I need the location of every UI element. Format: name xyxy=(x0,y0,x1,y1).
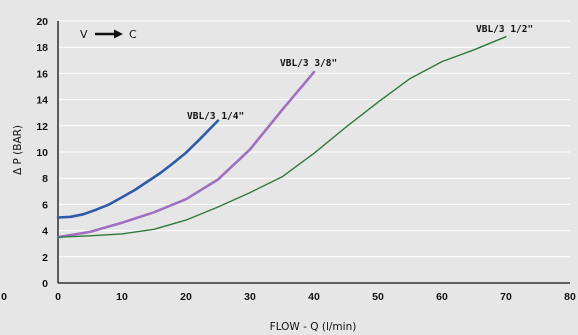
x-axis-label: FLOW - Q (l/min) xyxy=(270,321,357,333)
x-tick-label: 80 xyxy=(564,291,576,303)
y-tick-label: 6 xyxy=(42,199,48,211)
y-tick-label: 4 xyxy=(42,226,48,238)
series-label-quarter: VBL/3 1/4" xyxy=(187,111,244,122)
right-arrow-icon xyxy=(95,29,123,39)
series-line-1 xyxy=(56,70,316,239)
direction-annotation: V C xyxy=(80,28,137,41)
series-label-half: VBL/3 1/2" xyxy=(476,24,533,35)
x-tick-label: 60 xyxy=(436,291,448,303)
y-tick-label: 14 xyxy=(36,95,48,107)
annotation-from: V xyxy=(80,28,88,41)
y-tick-label: 20 xyxy=(36,16,48,28)
series-line-0 xyxy=(56,119,220,219)
y-tick-label: 12 xyxy=(36,121,48,133)
y-tick-label: 18 xyxy=(36,42,48,54)
data-series xyxy=(56,36,507,239)
annotation-to: C xyxy=(129,28,137,41)
y-tick-label: 0 xyxy=(42,278,48,290)
grid-lines xyxy=(58,20,570,258)
x-tick-label: 50 xyxy=(372,291,384,303)
x-tick-label: 0 xyxy=(55,291,61,303)
x-tick-label: 30 xyxy=(244,291,256,303)
y-tick-label: 16 xyxy=(36,68,48,80)
y-tick-label: 8 xyxy=(42,173,48,185)
series-label-three-eighths: VBL/3 3/8" xyxy=(280,58,337,69)
y-axis-label: Δ P (BAR) xyxy=(12,125,24,175)
y-tick-label: 2 xyxy=(42,252,48,264)
x-tick-label: 70 xyxy=(500,291,512,303)
series-line-2 xyxy=(57,36,507,238)
y-tick-label: 10 xyxy=(36,147,48,159)
axes xyxy=(57,21,570,284)
x-tick-label: 20 xyxy=(180,291,192,303)
x-tick-label: 0 xyxy=(1,291,7,303)
x-tick-label: 10 xyxy=(116,291,128,303)
x-tick-label: 40 xyxy=(308,291,320,303)
tick-labels: 0 2 4 6 8 10 12 14 16 18 20 0 10 20 30 40 50 60 70 80 0 xyxy=(1,16,576,303)
